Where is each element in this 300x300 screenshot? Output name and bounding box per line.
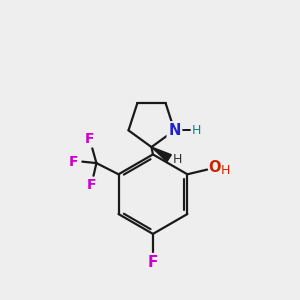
Text: F: F xyxy=(86,178,96,192)
Text: F: F xyxy=(68,154,78,169)
Text: O: O xyxy=(208,160,221,175)
Text: F: F xyxy=(85,132,95,146)
Polygon shape xyxy=(152,147,171,162)
Text: H: H xyxy=(192,124,201,137)
Text: H: H xyxy=(173,153,182,166)
Text: H: H xyxy=(220,164,230,177)
Text: N: N xyxy=(168,123,181,138)
Text: F: F xyxy=(148,255,158,270)
